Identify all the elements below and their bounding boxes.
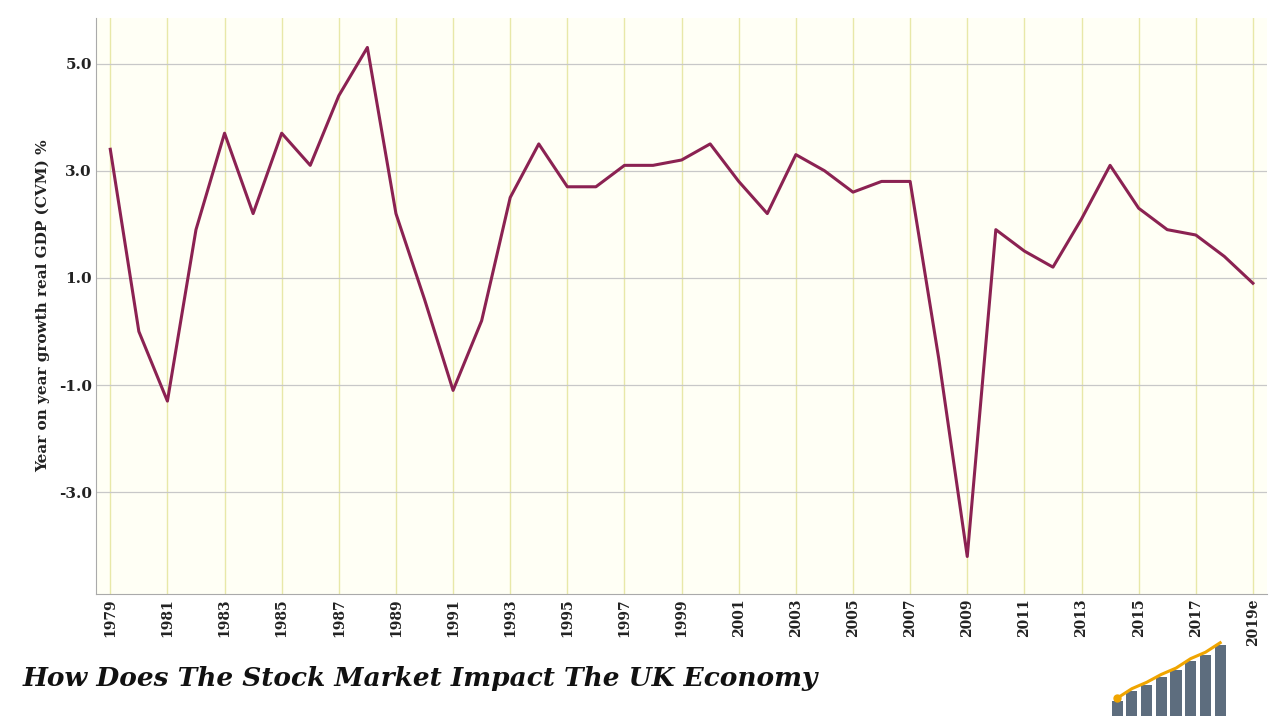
Bar	[1126, 691, 1138, 716]
Y-axis label: Year on year growth real GDP (CVM) %: Year on year growth real GDP (CVM) %	[36, 140, 50, 472]
Bar	[1111, 701, 1123, 716]
Bar	[1170, 670, 1181, 716]
Bar	[1140, 685, 1152, 716]
Bar	[1215, 645, 1226, 716]
Text: How Does The Stock Market Impact The UK Economy: How Does The Stock Market Impact The UK …	[23, 666, 818, 691]
Bar	[1199, 654, 1211, 716]
Bar	[1156, 677, 1167, 716]
Bar	[1185, 661, 1197, 716]
